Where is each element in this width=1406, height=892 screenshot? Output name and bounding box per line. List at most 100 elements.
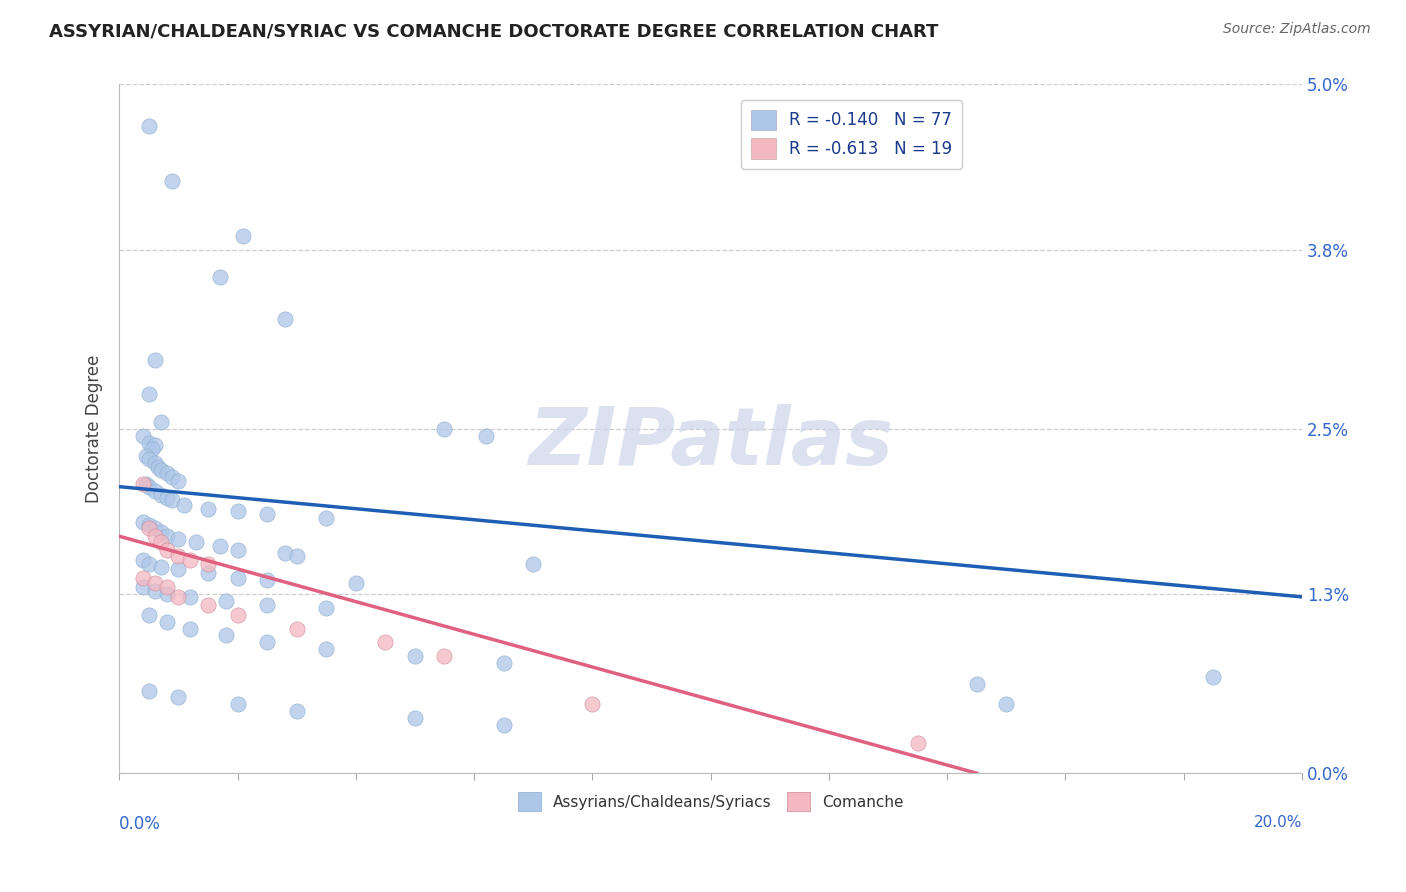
Text: Source: ZipAtlas.com: Source: ZipAtlas.com (1223, 22, 1371, 37)
Point (581, 698, 603, 712)
Point (141, 442, 163, 457)
Point (433, 422, 456, 436)
Point (344, 576, 367, 591)
Point (162, 493, 184, 508)
Point (522, 557, 544, 571)
Point (256, 574, 278, 588)
Point (143, 576, 166, 591)
Point (149, 559, 172, 574)
Point (197, 501, 219, 516)
Point (143, 456, 166, 470)
Point (138, 521, 160, 535)
Text: ASSYRIAN/CHALDEAN/SYRIAC VS COMANCHE DOCTORATE DEGREE CORRELATION CHART: ASSYRIAN/CHALDEAN/SYRIAC VS COMANCHE DOC… (49, 22, 939, 40)
Point (149, 463, 172, 477)
Point (167, 474, 190, 488)
Point (138, 387, 160, 401)
Point (285, 549, 308, 563)
Point (179, 552, 201, 566)
Point (1202, 670, 1225, 684)
Point (179, 590, 201, 604)
Point (197, 598, 219, 612)
Point (215, 594, 238, 608)
Point (492, 718, 515, 732)
Point (135, 450, 157, 464)
Point (132, 571, 155, 585)
Point (143, 529, 166, 543)
Point (167, 549, 190, 563)
Point (232, 229, 254, 244)
Point (143, 438, 166, 452)
Point (285, 704, 308, 718)
Point (155, 529, 177, 543)
Point (226, 571, 249, 585)
Point (155, 466, 177, 480)
Point (315, 600, 337, 615)
Point (197, 557, 219, 571)
Point (167, 562, 190, 576)
Point (256, 598, 278, 612)
Point (274, 546, 297, 560)
Point (138, 683, 160, 698)
Point (995, 698, 1018, 712)
Point (315, 511, 337, 525)
Point (208, 270, 231, 285)
Point (274, 311, 297, 326)
Point (132, 552, 155, 566)
Point (138, 518, 160, 533)
Point (173, 498, 195, 512)
Point (285, 622, 308, 636)
Point (226, 543, 249, 558)
Point (143, 353, 166, 368)
Point (215, 628, 238, 642)
Point (155, 491, 177, 505)
Point (208, 539, 231, 553)
Point (374, 635, 396, 649)
Point (155, 587, 177, 601)
Point (149, 525, 172, 540)
Point (155, 543, 177, 558)
Point (475, 428, 498, 442)
Point (138, 452, 160, 467)
Point (226, 698, 249, 712)
Point (966, 676, 988, 690)
Point (315, 642, 337, 657)
Point (132, 516, 155, 530)
Point (162, 174, 184, 188)
Point (167, 690, 190, 705)
Point (143, 584, 166, 599)
Point (492, 656, 515, 670)
Point (132, 477, 155, 491)
Point (135, 477, 157, 491)
Point (907, 736, 929, 750)
Point (167, 532, 190, 546)
Point (155, 615, 177, 629)
Point (146, 460, 169, 475)
Point (143, 521, 166, 535)
Point (186, 534, 208, 549)
Point (162, 470, 184, 484)
Text: 20.0%: 20.0% (1254, 814, 1302, 830)
Point (256, 635, 278, 649)
Point (167, 590, 190, 604)
Point (138, 557, 160, 571)
Point (256, 507, 278, 521)
Point (226, 607, 249, 622)
Point (143, 483, 166, 498)
Text: ZIPatlas: ZIPatlas (529, 403, 893, 482)
Point (404, 649, 426, 664)
Legend: Assyrians/Chaldeans/Syriacs, Comanche: Assyrians/Chaldeans/Syriacs, Comanche (512, 787, 910, 817)
Text: 0.0%: 0.0% (120, 814, 162, 832)
Point (138, 480, 160, 494)
Point (197, 566, 219, 581)
Point (404, 711, 426, 725)
Point (179, 622, 201, 636)
Point (155, 580, 177, 594)
Point (138, 119, 160, 133)
Point (433, 649, 456, 664)
Point (226, 504, 249, 518)
Point (132, 428, 155, 442)
Point (138, 435, 160, 450)
Point (138, 607, 160, 622)
Point (132, 580, 155, 594)
Point (149, 415, 172, 429)
